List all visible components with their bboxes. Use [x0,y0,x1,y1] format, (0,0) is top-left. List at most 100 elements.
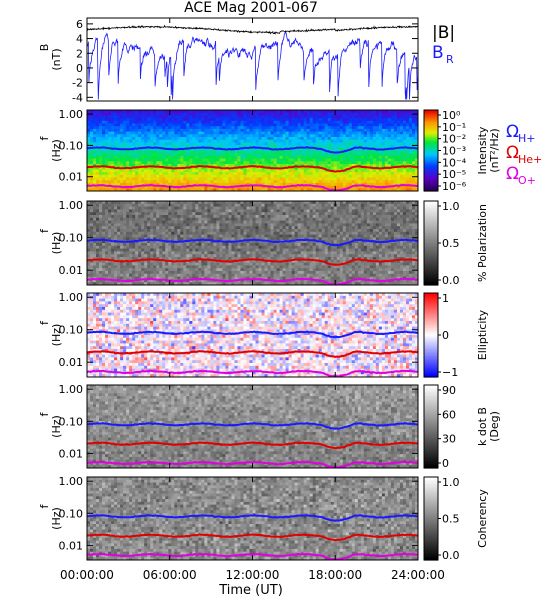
heatmap-cell [387,237,392,241]
heatmap-cell [237,158,241,162]
colorbar-cell [424,180,438,183]
colorbar-cell [424,147,438,150]
heatmap-cell [177,215,181,219]
heatmap-cell [306,201,311,205]
heatmap-cell [330,142,335,146]
heatmap-cell [174,237,178,241]
heatmap-cell [363,237,368,241]
heatmap-cell [243,164,247,168]
heatmap-cell [309,118,314,122]
heatmap-cell [384,226,389,230]
heatmap-cell [177,234,181,238]
heatmap-cell [327,161,332,165]
heatmap-cell [150,126,154,130]
heatmap-cell [108,161,112,165]
heatmap-cell [360,153,365,157]
heatmap-cell [129,131,133,135]
heatmap-cell [195,112,199,116]
heatmap-cell [396,166,401,170]
heatmap-cell [129,112,133,116]
heatmap-cell [261,123,265,127]
heatmap-cell [351,188,356,192]
heatmap-cell [165,158,169,162]
heatmap-cell [321,203,326,207]
heatmap-cell [258,161,262,165]
heatmap-cell [183,212,187,216]
heatmap-cell [264,115,268,119]
colorbar-cell [424,116,438,119]
heatmap-cell [369,226,374,230]
heatmap-cell [237,131,241,135]
heatmap-cell [252,150,256,154]
heatmap-cell [87,150,91,154]
heatmap-cell [396,203,401,207]
heatmap-cell [357,201,362,205]
heatmap-cell [114,145,118,149]
heatmap-cell [168,153,172,157]
heatmap-cell [168,231,172,235]
heatmap-cell [129,180,133,184]
heatmap-cell [249,158,253,162]
heatmap-cell [270,112,274,116]
heatmap-cell [180,115,184,119]
heatmap-cell [141,226,145,230]
heatmap-cell [324,139,329,143]
heatmap-cell [147,139,151,143]
heatmap-cell [156,164,160,168]
heatmap-cell [360,112,365,116]
heatmap-cell [189,174,193,178]
heatmap-cell [255,217,259,221]
heatmap-cell [105,226,109,230]
heatmap-cell [357,217,362,221]
colorbar-cell [424,145,438,148]
heatmap-cell [192,231,196,235]
heatmap-cell [348,215,353,219]
heatmap-cell [231,110,235,114]
heatmap-cell [369,174,374,178]
heatmap-cell [297,215,302,219]
heatmap-cell [348,234,353,238]
heatmap-cell [144,137,148,141]
heatmap-cell [147,231,151,235]
heatmap-cell [147,234,151,238]
heatmap-cell [204,212,208,216]
heatmap-cell [399,217,404,221]
heatmap-cell [318,217,323,221]
heatmap-cell [87,215,91,219]
heatmap-cell [327,139,332,143]
heatmap-cell [378,164,383,168]
heatmap-cell [354,220,359,224]
heatmap-cell [321,153,326,157]
heatmap-cell [198,166,202,170]
heatmap-cell [372,172,377,176]
heatmap-cell [396,201,401,205]
heatmap-cell [102,150,106,154]
heatmap-cell [108,226,112,230]
heatmap-cell [171,128,175,132]
heatmap-cell [147,115,151,119]
heatmap-cell [261,203,265,207]
heatmap-cell [96,188,100,192]
heatmap-cell [366,182,371,186]
heatmap-cell [237,180,241,184]
colorbar-cell [424,165,438,168]
heatmap-cell [105,201,109,205]
heatmap-cell [201,203,205,207]
heatmap-cell [177,201,181,205]
heatmap-cell [102,128,106,132]
heatmap-cell [225,131,229,135]
heatmap-cell [204,158,208,162]
heatmap-cell [207,123,211,127]
colorbar-cell [424,170,438,173]
heatmap-cell [288,229,293,233]
heatmap-cell [279,150,283,154]
heatmap-cell [294,147,299,151]
heatmap-cell [306,220,311,224]
heatmap-cell [318,172,323,176]
heatmap-cell [378,139,383,143]
heatmap-cell [90,134,94,138]
heatmap-cell [96,131,100,135]
heatmap-cell [243,217,247,221]
heatmap-cell [201,174,205,178]
heatmap-cell [159,120,163,124]
